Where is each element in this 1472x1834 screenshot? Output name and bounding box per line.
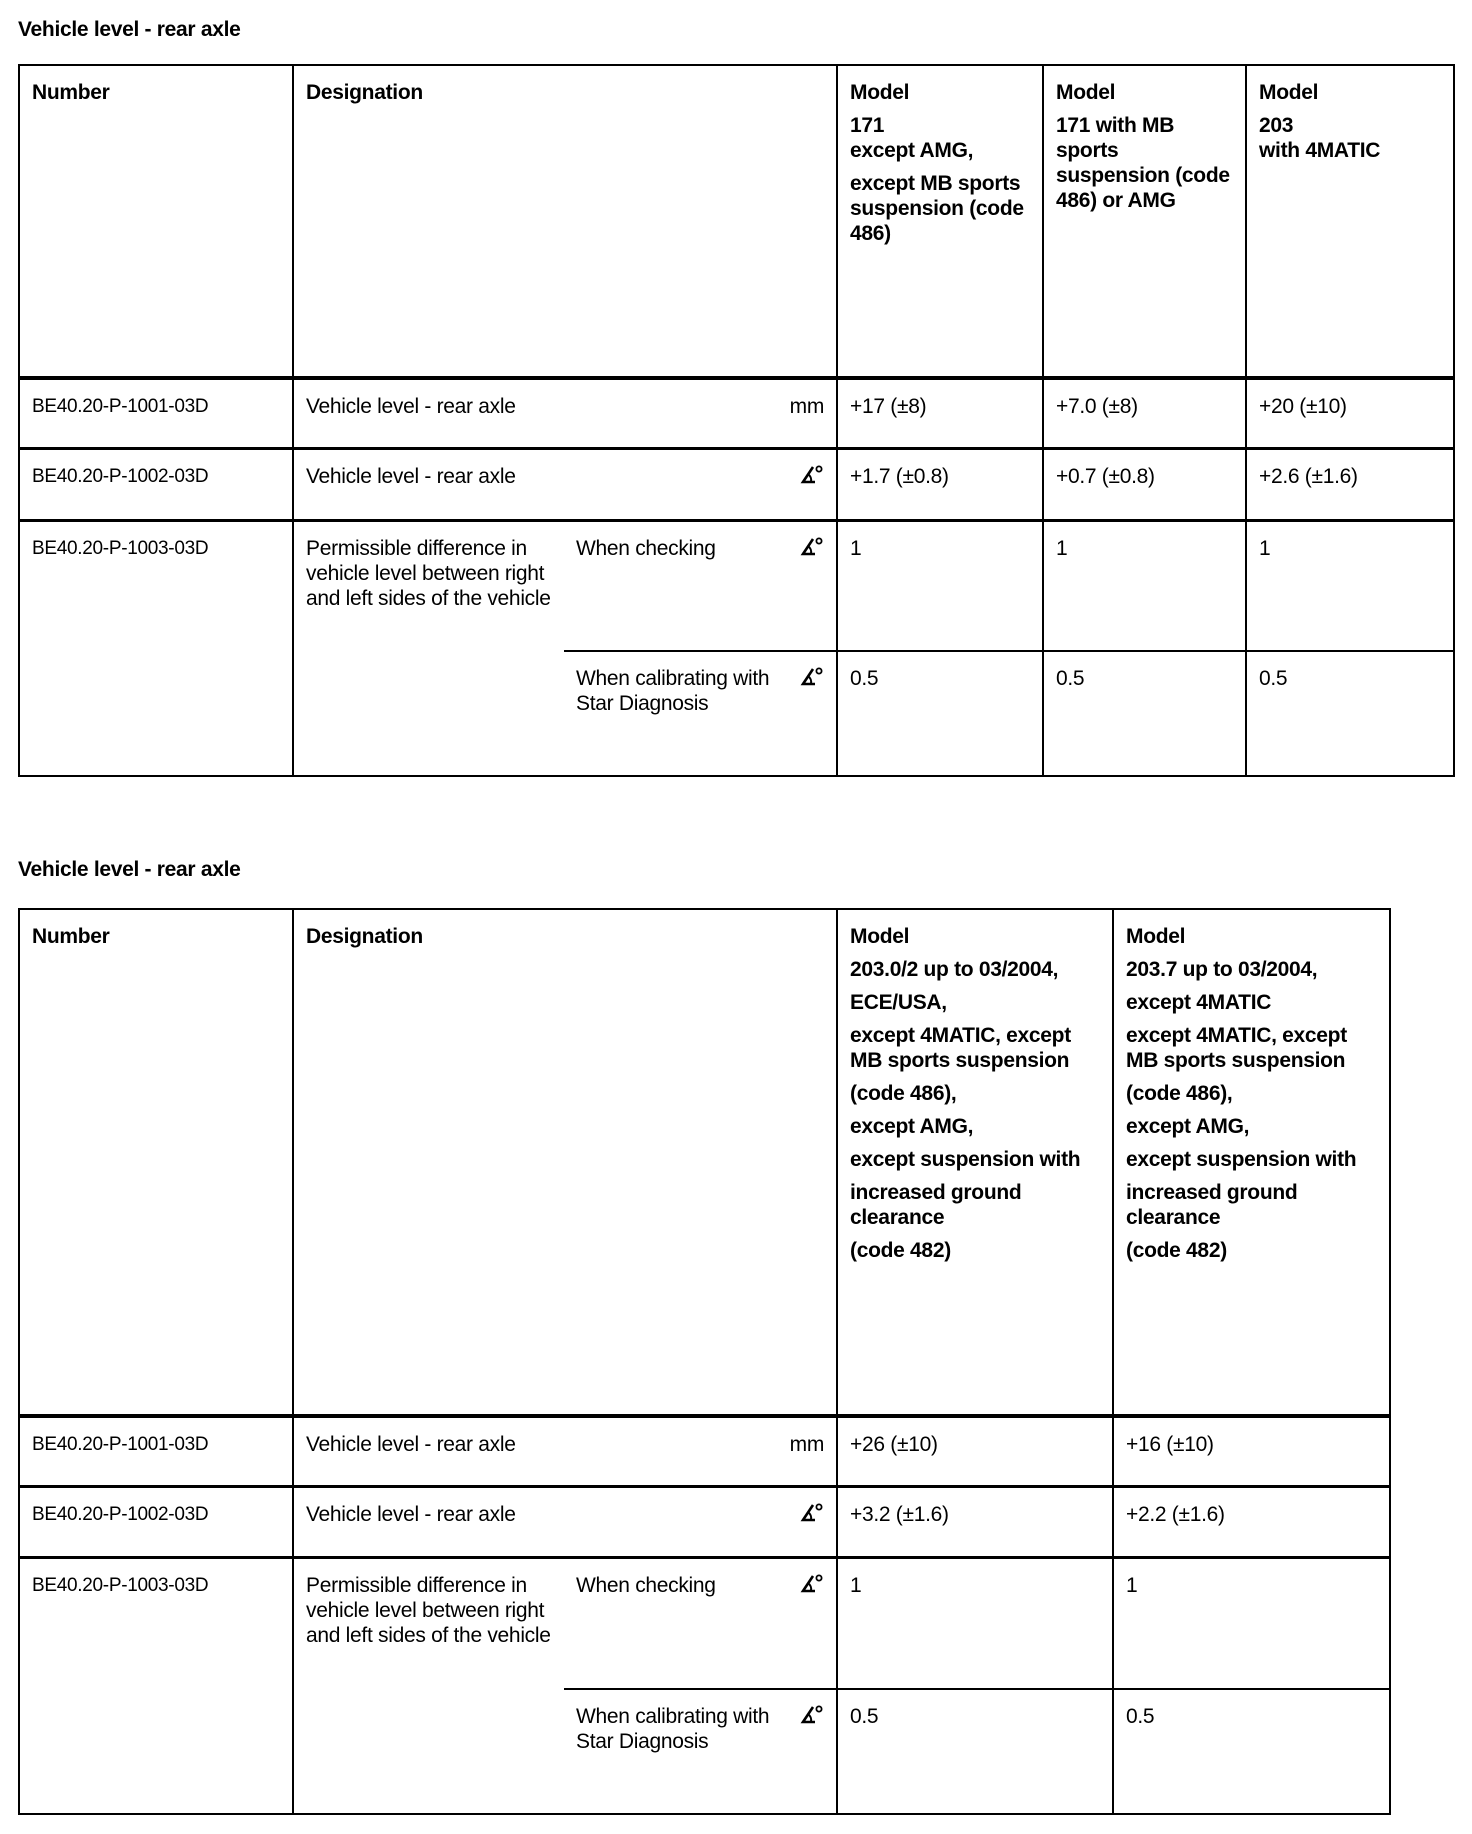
part-number: BE40.20-P-1001-03D [18,1415,294,1488]
designation: Vehicle level - rear axle [306,464,516,488]
angle-degree-icon [794,1573,824,1598]
designation: Permissible difference in vehicle level … [292,519,564,777]
value-cell: 1 [836,1556,1115,1690]
header-designation: Designation [291,908,839,1418]
value-cell: 0.5 [1042,650,1248,777]
condition-label: When checking [576,1573,716,1597]
table-row: BE40.20-P-1002-03D Vehicle level - rear a… [18,1485,1392,1559]
designation-cell: Vehicle level - rear axle [291,447,839,522]
part-number: BE40.20-P-1003-03D [18,1556,294,1815]
part-number: BE40.20-P-1002-03D [18,447,294,522]
value-cell: 1 [836,519,1045,652]
value-cell: +0.7 (±0.8) [1042,447,1248,522]
condition-label: When calibrating with Star Diagnosis [576,1705,770,1753]
part-number: BE40.20-P-1003-03D [18,519,294,777]
angle-degree-icon [794,1502,824,1527]
condition-cell: When calibrating with Star Diagnosis [564,650,839,777]
condition-cell: When checking [564,519,839,652]
value-cell: +7.0 (±8) [1042,377,1248,450]
section-title: Vehicle level - rear axle [18,18,241,41]
condition-cell: When checking [564,1556,839,1690]
spec-table: Number Designation Model 203.0/2 up to 03/2… [18,908,1392,1815]
designation: Permissible difference in vehicle level … [292,1556,564,1815]
condition-cell: When calibrating with Star Diagnosis [564,1688,839,1815]
header-model: Model 203.7 up to 03/2004, except 4MATIC ex… [1112,908,1392,1418]
value-cell: 0.5 [836,650,1045,777]
angle-degree-icon [794,1704,824,1754]
table-row: BE40.20-P-1003-03D Permissible difference… [18,519,1456,777]
angle-degree-icon [794,666,824,716]
header-number: Number [18,908,294,1418]
value-cell: +2.6 (±1.6) [1245,447,1456,522]
designation-cell: Vehicle level - rear axle mm [291,377,839,450]
value-cell: +16 (±10) [1112,1415,1392,1488]
value-cell: +17 (±8) [836,377,1045,450]
part-number: BE40.20-P-1001-03D [18,377,294,450]
value-cell: +3.2 (±1.6) [836,1485,1115,1559]
value-cell: 1 [1245,519,1456,652]
header-model: Model 203 with 4MATIC [1245,64,1456,380]
table-row: BE40.20-P-1002-03D Vehicle level - rear a… [18,447,1456,522]
value-cell: 0.5 [1245,650,1456,777]
value-cell: 0.5 [836,1688,1115,1815]
designation-cell: Vehicle level - rear axle [291,1485,839,1559]
table-row: When calibrating with Star Diagnosis 0.5 0… [19,1688,1392,1815]
angle-degree-icon [794,464,824,489]
angle-degree-icon [794,536,824,561]
table-row: BE40.20-P-1001-03D Vehicle level - rear a… [18,377,1456,450]
unit-label: mm [789,395,825,418]
header-model: Model 203.0/2 up to 03/2004, ECE/USA, excep… [836,908,1115,1418]
table-row: BE40.20-P-1003-03D Permissible difference… [18,1556,1392,1815]
value-cell: 0.5 [1112,1688,1392,1815]
designation-cell: Vehicle level - rear axle mm [291,1415,839,1488]
part-number: BE40.20-P-1002-03D [18,1485,294,1559]
header-designation: Designation [291,64,839,380]
condition-label: When checking [576,536,716,560]
header-model: Model 171 except AMG, except MB sports sus… [836,64,1045,380]
section-title: Vehicle level - rear axle [18,858,241,881]
value-cell: +1.7 (±0.8) [836,447,1045,522]
designation: Vehicle level - rear axle [306,1433,516,1456]
value-cell: +26 (±10) [836,1415,1115,1488]
table-row: When calibrating with Star Diagnosis 0.5 0… [19,650,1456,777]
header-number: Number [18,64,294,380]
unit-label: mm [789,1433,825,1456]
condition-label: When calibrating with Star Diagnosis [576,667,770,715]
designation: Vehicle level - rear axle [306,395,516,418]
value-cell: +20 (±10) [1245,377,1456,450]
header-model: Model 171 with MB sports suspension (code… [1042,64,1248,380]
table-row: BE40.20-P-1001-03D Vehicle level - rear a… [18,1415,1392,1488]
spec-table: Number Designation Model 171 except AMG, exc… [18,64,1456,777]
designation: Vehicle level - rear axle [306,1502,516,1526]
value-cell: 1 [1042,519,1248,652]
value-cell: 1 [1112,1556,1392,1690]
value-cell: +2.2 (±1.6) [1112,1485,1392,1559]
